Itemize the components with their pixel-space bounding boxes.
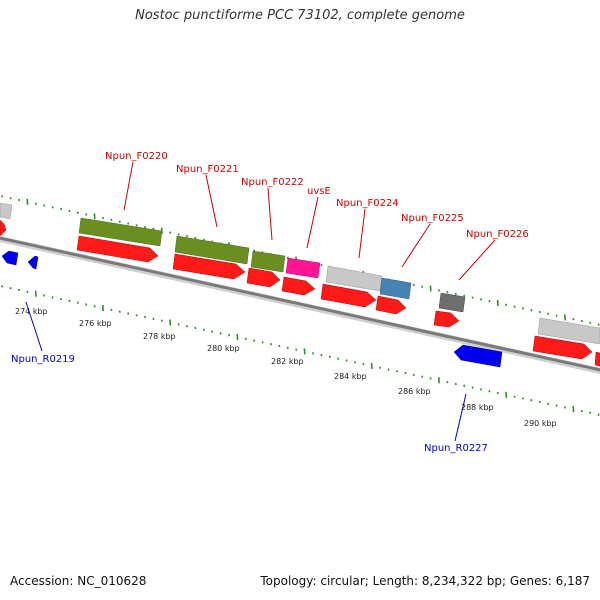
tick-label-282: 282 kbp — [271, 357, 304, 366]
gene-label-npun-f0222[interactable]: Npun_F0222 — [241, 177, 304, 188]
gene-arrow-forward[interactable] — [320, 283, 377, 308]
forward-gene-labels: Npun_F0220 Npun_F0221 Npun_F0222 uvsE Np… — [105, 151, 529, 240]
leader-line — [205, 174, 218, 228]
map-title: Nostoc punctiforme PCC 73102, complete g… — [135, 8, 465, 23]
tick-label-276: 276 kbp — [79, 319, 112, 328]
tick-label-280: 280 kbp — [207, 344, 240, 353]
gene-label-npun-f0225[interactable]: Npun_F0225 — [401, 213, 464, 224]
gene-arrow-forward[interactable] — [375, 295, 407, 315]
tick-label-288: 288 kbp — [461, 403, 494, 412]
tick-label-278: 278 kbp — [143, 332, 176, 341]
gene-label-npun-r0219[interactable]: Npun_R0219 — [11, 354, 75, 365]
inner-tick-ring — [1, 285, 600, 416]
leader-line — [401, 223, 431, 268]
feature-block-grey[interactable] — [0, 202, 13, 220]
forward-gene-row — [0, 219, 600, 367]
feature-block-green[interactable] — [250, 250, 286, 273]
feature-block-green[interactable] — [174, 235, 250, 265]
gene-label-npun-f0224[interactable]: Npun_F0224 — [336, 198, 399, 209]
gene-arrow-forward[interactable] — [172, 253, 246, 280]
gene-arrow-forward[interactable] — [281, 276, 316, 296]
gene-arrow-forward[interactable] — [0, 219, 7, 237]
forward-label-leaders — [123, 161, 496, 281]
gene-arrow-reverse[interactable] — [27, 255, 39, 270]
leader-line — [25, 301, 43, 352]
genome-backbone — [0, 236, 600, 374]
gene-label-npun-r0227[interactable]: Npun_R0227 — [424, 443, 488, 454]
accession-text: Accession: NC_010628 — [10, 574, 147, 588]
leader-line — [458, 239, 496, 281]
gene-arrow-reverse[interactable] — [453, 344, 503, 368]
reverse-label-leaders — [25, 301, 467, 442]
gene-arrow-reverse[interactable] — [1, 250, 19, 266]
gene-arrow-forward[interactable] — [246, 267, 281, 288]
genome-info-text: Topology: circular; Length: 8,234,322 bp… — [260, 574, 590, 588]
leader-line — [306, 196, 319, 249]
kbp-tick-labels: 274 kbp 276 kbp 278 kbp 280 kbp 282 kbp … — [15, 307, 557, 428]
gene-label-npun-f0221[interactable]: Npun_F0221 — [176, 164, 239, 175]
tick-label-286: 286 kbp — [398, 387, 431, 396]
feature-block-grey[interactable] — [537, 317, 600, 345]
gene-arrow-forward[interactable] — [532, 335, 593, 360]
gene-label-npun-f0226[interactable]: Npun_F0226 — [466, 229, 529, 240]
leader-line — [123, 161, 134, 211]
tick-label-274: 274 kbp — [15, 307, 48, 316]
reverse-gene-labels: Npun_R0219 Npun_R0227 — [11, 354, 488, 454]
forward-feature-row-2 — [0, 202, 600, 345]
tick-label-284: 284 kbp — [334, 372, 367, 381]
feature-block-dark-grey[interactable] — [438, 292, 466, 313]
leader-line — [358, 208, 366, 259]
gene-label-npun-f0220[interactable]: Npun_F0220 — [105, 151, 168, 162]
feature-block-green[interactable] — [78, 217, 163, 247]
reverse-gene-row — [1, 250, 503, 368]
tick-label-290: 290 kbp — [524, 419, 557, 428]
gene-label-uvse[interactable]: uvsE — [307, 186, 331, 197]
gene-arrow-forward[interactable] — [433, 310, 460, 328]
gene-arrow-forward[interactable] — [76, 235, 159, 263]
feature-block-grey[interactable] — [325, 265, 383, 292]
feature-block-steelblue[interactable] — [379, 277, 412, 300]
leader-line — [454, 393, 467, 442]
feature-block-magenta[interactable] — [285, 257, 321, 279]
gene-arrow-forward[interactable] — [594, 351, 600, 367]
leader-line — [267, 187, 273, 241]
